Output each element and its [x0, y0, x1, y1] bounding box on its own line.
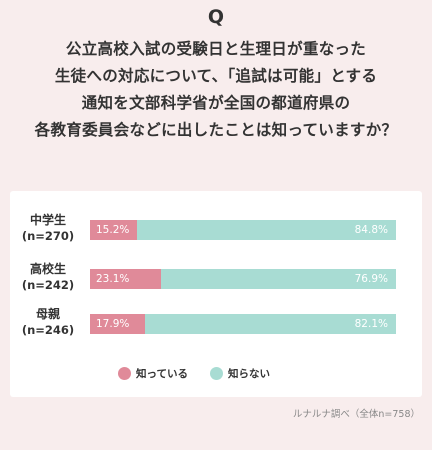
legend: 知っている 知らない [118, 365, 292, 381]
legend-swatch-dont-know [209, 366, 223, 380]
bar-track: 15.2% 84.8% [90, 220, 396, 240]
row-label: 中学生 (n=270) [18, 212, 78, 244]
question-line: 通知を文部科学省が全国の都道府県の [81, 94, 351, 112]
legend-label-dont-know: 知らない [227, 367, 270, 380]
data-label: 84.8% [354, 224, 388, 236]
legend-item-know: 知っている [118, 366, 188, 381]
question-line: 公立高校入試の受験日と生理日が重なった [65, 40, 367, 58]
legend-label-know: 知っている [136, 367, 188, 380]
question-line: 生徒への対応について、「追試は可能」とする [54, 67, 378, 85]
legend-swatch-know [118, 366, 131, 380]
bar-segment-dont-know: 76.9% [160, 269, 396, 289]
category-label: 高校生 [29, 262, 66, 276]
bar-segment-dont-know: 82.1% [144, 314, 396, 334]
data-label: 15.2% [96, 224, 130, 236]
data-label: 76.9% [354, 273, 388, 285]
bar-segment-dont-know: 84.8% [136, 220, 396, 240]
question-line: 各教育委員会などに出したことは知っていますか？ [34, 121, 398, 139]
bar-segment-know: 17.9% [90, 314, 145, 334]
bar-track: 17.9% 82.1% [90, 314, 396, 334]
category-sample-size: (n=246) [21, 323, 75, 337]
question-text: 公立高校入試の受験日と生理日が重なった 生徒への対応について、「追試は可能」とす… [0, 36, 432, 144]
source-note: ルナルナ調べ（全体n=758） [292, 409, 420, 420]
data-label: 82.1% [354, 318, 388, 330]
category-label: 中学生 [29, 213, 66, 227]
row-label: 高校生 (n=242) [18, 261, 78, 293]
legend-item-dont-know: 知らない [209, 366, 270, 381]
data-label: 17.9% [96, 318, 130, 330]
category-sample-size: (n=242) [21, 278, 75, 292]
bar-segment-know: 23.1% [90, 269, 161, 289]
row-label: 母親 (n=246) [18, 306, 78, 338]
category-sample-size: (n=270) [21, 229, 75, 243]
category-label: 母親 [35, 307, 60, 321]
bar-track: 23.1% 76.9% [90, 269, 396, 289]
question-mark: Q [207, 6, 225, 28]
data-label: 23.1% [96, 273, 130, 285]
bar-segment-know: 15.2% [90, 220, 137, 240]
